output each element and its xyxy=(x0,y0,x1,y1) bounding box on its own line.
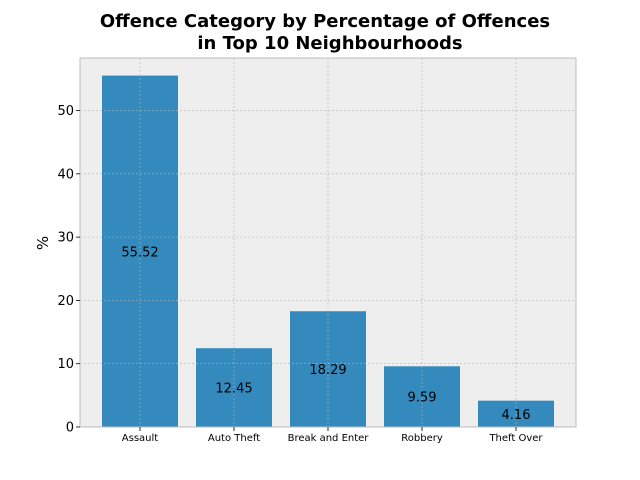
y-tick-label: 40 xyxy=(57,167,74,182)
data-label: 4.16 xyxy=(502,408,531,423)
x-tick-label: Robbery xyxy=(401,433,443,444)
chart-title-line-2: in Top 10 Neighbourhoods xyxy=(197,33,462,54)
y-tick-label: 30 xyxy=(57,231,74,246)
chart-title-line-1: Offence Category by Percentage of Offenc… xyxy=(100,11,550,32)
x-axis-ticks: Assault Auto Theft Break and Enter Robbery T… xyxy=(122,427,543,444)
data-label: 9.59 xyxy=(408,391,437,406)
y-tick-label: 0 xyxy=(66,421,74,436)
data-label: 12.45 xyxy=(215,382,252,397)
y-axis-label: % xyxy=(34,236,52,250)
data-labels: 55.52 12.45 18.29 9.59 4.16 xyxy=(121,245,530,423)
y-tick-label: 10 xyxy=(57,357,74,372)
bar-robbery xyxy=(384,366,460,427)
data-label: 18.29 xyxy=(309,363,346,378)
x-tick-label: Break and Enter xyxy=(288,433,370,444)
y-tick-label: 20 xyxy=(57,294,74,309)
x-tick-label: Theft Over xyxy=(488,433,543,444)
y-axis-ticks: 0 10 20 30 40 50 xyxy=(57,104,80,436)
grid-lines xyxy=(80,58,576,427)
data-label: 55.52 xyxy=(121,245,158,260)
x-tick-label: Assault xyxy=(122,433,159,444)
y-tick-label: 50 xyxy=(57,104,74,119)
x-tick-label: Auto Theft xyxy=(208,433,260,444)
